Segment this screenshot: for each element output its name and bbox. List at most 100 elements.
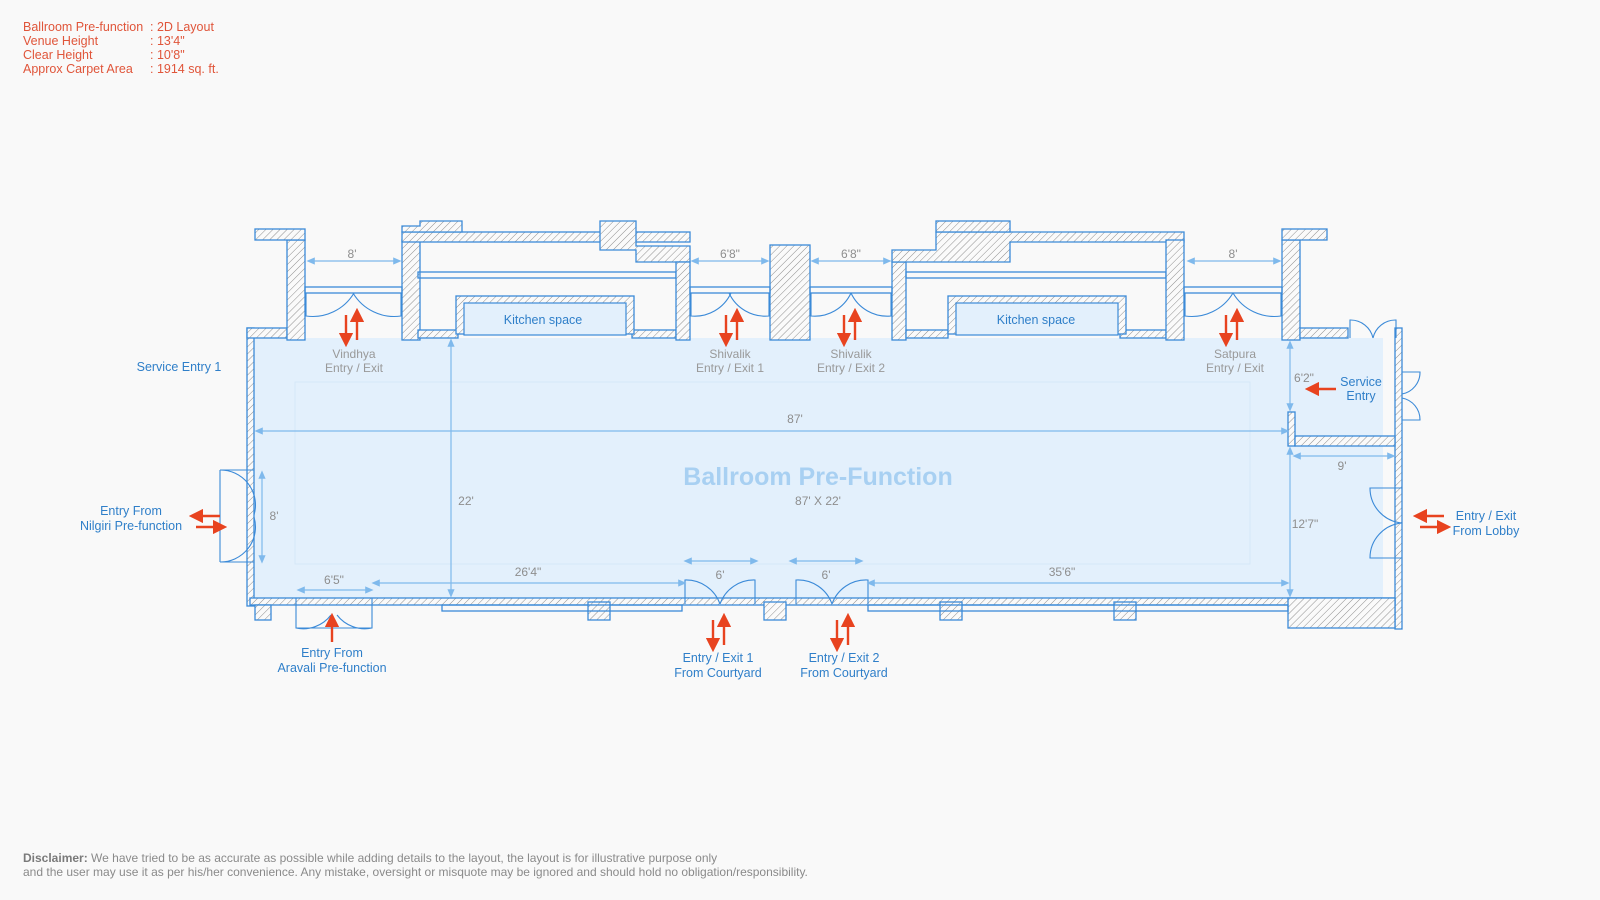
dim-text: 87' bbox=[787, 412, 803, 426]
right-wall bbox=[1394, 327, 1403, 630]
dim-text: 8' bbox=[348, 247, 357, 261]
door-swing bbox=[305, 292, 355, 318]
room-size: 87' X 22' bbox=[795, 494, 841, 508]
door-frame bbox=[304, 286, 403, 294]
dim-text: 6' bbox=[716, 568, 725, 582]
column bbox=[763, 601, 787, 621]
top-wall-segment bbox=[891, 231, 1185, 263]
dim-text: 8' bbox=[1229, 247, 1238, 261]
service-entry-label: Entry bbox=[1346, 389, 1376, 403]
dim-text: 35'6" bbox=[1049, 565, 1076, 579]
lobby-arrow-icon bbox=[1412, 508, 1452, 535]
window-sill bbox=[441, 604, 683, 612]
dim-text: 6' bbox=[822, 568, 831, 582]
info-key: Ballroom Pre-function bbox=[23, 20, 144, 34]
lobby-label: From Lobby bbox=[1453, 524, 1520, 538]
top-pillar bbox=[675, 261, 691, 341]
top-pillar bbox=[401, 239, 421, 341]
door-swing bbox=[1369, 487, 1403, 524]
kitchen-label: Kitchen space bbox=[504, 313, 583, 327]
dim-text: 6'8" bbox=[720, 247, 740, 261]
door-swing bbox=[219, 469, 257, 516]
entry-exit-arrow-icon bbox=[718, 307, 745, 348]
courtyard-1-label: Entry / Exit 1 bbox=[683, 651, 754, 665]
info-row: Ballroom Pre-function : 2D Layout bbox=[23, 20, 219, 34]
door-swing bbox=[850, 292, 892, 317]
kitchen-wall bbox=[905, 271, 1167, 279]
door-swing bbox=[1369, 522, 1403, 559]
disclaimer-line: and the user may use it as per his/her c… bbox=[23, 865, 808, 879]
corner-block bbox=[1287, 597, 1396, 629]
venue-info: Ballroom Pre-function : 2D Layout Venue H… bbox=[23, 20, 219, 76]
dim-text: 6'5" bbox=[324, 573, 344, 587]
info-key: Approx Carpet Area bbox=[23, 62, 133, 76]
column bbox=[254, 604, 272, 621]
lobby-label: Entry / Exit bbox=[1456, 509, 1517, 523]
disclaimer-text: We have tried to be as accurate as possi… bbox=[91, 851, 718, 865]
door-swing bbox=[810, 292, 852, 317]
entry-exit-arrow-icon bbox=[836, 307, 863, 348]
top-cap bbox=[254, 228, 306, 241]
info-value: : 13'4" bbox=[150, 34, 185, 48]
info-row: Approx Carpet Area: 1914 sq. ft. bbox=[23, 62, 219, 76]
partition bbox=[1287, 411, 1296, 447]
room-title: Ballroom Pre-Function bbox=[683, 463, 952, 491]
door-swing bbox=[1401, 397, 1421, 421]
door-swing bbox=[352, 292, 402, 318]
center-pillar bbox=[769, 244, 811, 341]
info-value: : 2D Layout bbox=[150, 20, 214, 34]
door-sub: Entry / Exit 2 bbox=[817, 361, 885, 375]
door-swing bbox=[1232, 292, 1282, 318]
door-swing bbox=[1401, 371, 1421, 395]
disclaimer-line: Disclaimer: We have tried to be as accur… bbox=[23, 851, 808, 865]
door-swing bbox=[795, 579, 833, 605]
kitchen-space bbox=[463, 302, 627, 336]
top-wall-segment bbox=[935, 220, 1011, 233]
kitchen-wall bbox=[1119, 329, 1167, 339]
left-wall bbox=[246, 327, 255, 607]
door-name: Shivalik bbox=[709, 347, 751, 361]
door-frame bbox=[1183, 286, 1283, 294]
entry-exit-arrow-icon bbox=[1218, 307, 1245, 348]
dim-text: 6'2" bbox=[1294, 371, 1314, 385]
door-swing bbox=[219, 516, 257, 563]
top-pillar bbox=[1281, 239, 1301, 341]
dim-text: 9' bbox=[1338, 459, 1347, 473]
kitchen-wall bbox=[631, 329, 677, 339]
dim-text: 12'7" bbox=[1292, 517, 1319, 531]
door-sub: Entry / Exit 1 bbox=[696, 361, 764, 375]
info-value: : 10'8" bbox=[150, 48, 185, 62]
kitchen-label: Kitchen space bbox=[997, 313, 1076, 327]
courtyard-1-label: From Courtyard bbox=[674, 666, 762, 680]
kitchen-space bbox=[955, 302, 1119, 336]
door-sub: Entry / Exit bbox=[325, 361, 384, 375]
info-row: Venue Height: 13'4" bbox=[23, 34, 219, 48]
ballroom-floor bbox=[250, 338, 1383, 598]
info-row: Clear Height: 10'8" bbox=[23, 48, 219, 62]
dim-text: 6'8" bbox=[841, 247, 861, 261]
dim-text: 8' bbox=[270, 509, 279, 523]
top-pillar bbox=[1165, 239, 1185, 341]
door-frame bbox=[809, 286, 893, 294]
top-pillar bbox=[286, 239, 306, 341]
bottom-wall bbox=[249, 597, 1396, 606]
aravali-label: Aravali Pre-function bbox=[277, 661, 386, 675]
door-swing bbox=[719, 579, 756, 605]
nilgiri-label: Entry From bbox=[100, 504, 162, 518]
top-pillar bbox=[891, 261, 907, 341]
courtyard-1-arrow-icon bbox=[705, 612, 732, 653]
top-wall-segment bbox=[1299, 327, 1349, 339]
courtyard-2-arrow-icon bbox=[829, 612, 856, 653]
disclaimer-label: Disclaimer: bbox=[23, 851, 88, 865]
service-entry-label: Service bbox=[1340, 375, 1382, 389]
top-wall-segment bbox=[401, 220, 463, 233]
door-swing bbox=[1372, 319, 1397, 339]
aravali-label: Entry From bbox=[301, 646, 363, 660]
top-wall-segment bbox=[246, 327, 288, 339]
courtyard-2-label: Entry / Exit 2 bbox=[809, 651, 880, 665]
door-name: Vindhya bbox=[332, 347, 375, 361]
door-frame bbox=[689, 286, 771, 294]
top-wall-segment bbox=[401, 231, 691, 243]
entry-exit-arrow-icon bbox=[338, 307, 365, 348]
